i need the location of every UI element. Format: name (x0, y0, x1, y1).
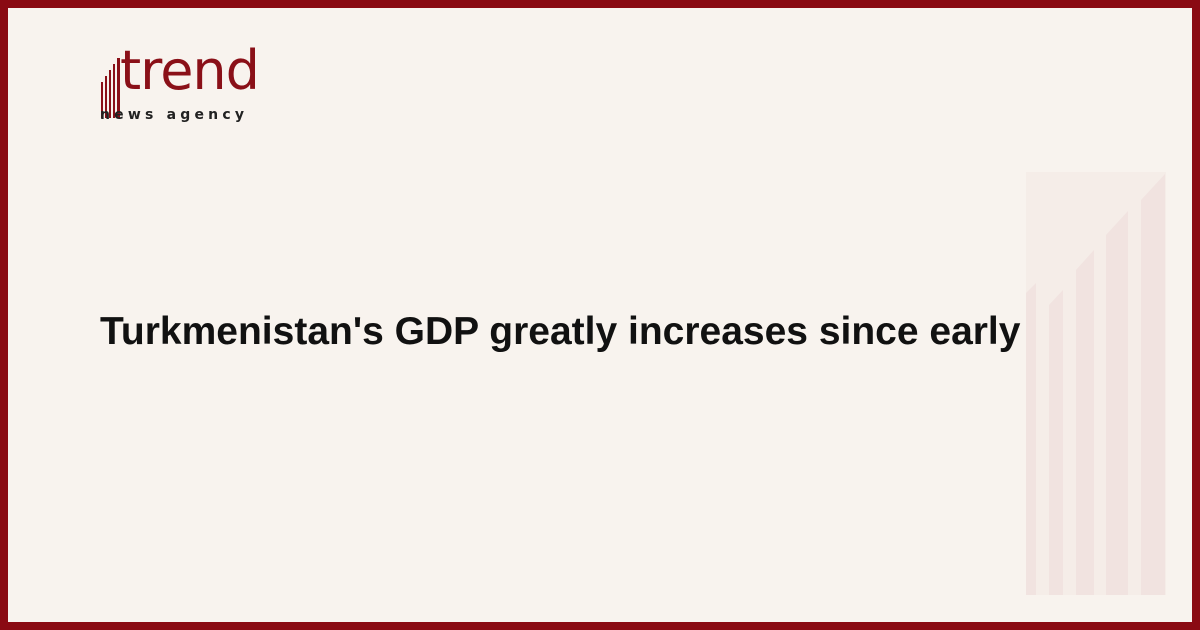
rising-bars-icon (1026, 172, 1166, 595)
logo-word: trend (120, 39, 260, 102)
share-card: trend news agency Turkmenistan's GDP gre… (8, 8, 1192, 622)
headline: Turkmenistan's GDP greatly increases sin… (100, 310, 1119, 353)
trend-logo: trend news agency (100, 44, 270, 130)
logo-bars-icon (101, 58, 120, 118)
logo-tagline: news agency (100, 107, 249, 123)
